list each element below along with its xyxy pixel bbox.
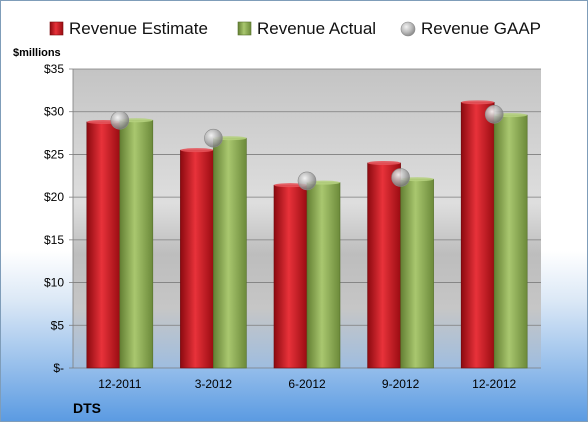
x-tick-label: 12-2011 xyxy=(98,377,141,391)
legend-item-estimate: Revenue Estimate xyxy=(49,19,208,38)
legend-label-estimate: Revenue Estimate xyxy=(69,19,208,38)
company-label: DTS xyxy=(73,400,101,416)
y-axis: $- $5 $10 $15 $20 $25 $30 $35 xyxy=(44,62,74,375)
x-tick-label: 6-2012 xyxy=(288,377,326,391)
bar-revenue-actual xyxy=(493,114,528,369)
bar-revenue-actual xyxy=(119,119,154,369)
bar-revenue-estimate-cap xyxy=(367,160,401,165)
point-revenue-gaap xyxy=(110,110,130,130)
bar-revenue-estimate-cap xyxy=(180,148,214,153)
bar-revenue-actual xyxy=(400,178,434,369)
red-square-icon xyxy=(49,21,64,36)
point-revenue-gaap xyxy=(391,168,410,187)
bar-revenue-estimate xyxy=(460,102,495,369)
x-axis-labels: 12-2011 3-2012 6-2012 9-2012 12-2012 xyxy=(98,377,516,391)
bar-revenue-estimate xyxy=(367,162,401,369)
point-revenue-gaap xyxy=(484,104,504,124)
legend: Revenue Estimate Revenue Actual Revenue … xyxy=(49,19,541,38)
gray-sphere-icon xyxy=(400,21,416,37)
x-tick-label: 12-2012 xyxy=(472,377,516,391)
bar-revenue-actual xyxy=(306,182,341,369)
unit-label: $millions xyxy=(13,47,61,59)
legend-label-actual: Revenue Actual xyxy=(257,19,376,38)
bar-revenue-estimate-cap xyxy=(461,100,495,105)
point-revenue-gaap xyxy=(297,171,317,191)
bar-revenue-actual xyxy=(213,137,247,369)
legend-item-gaap: Revenue GAAP xyxy=(400,19,541,38)
legend-label-gaap: Revenue GAAP xyxy=(421,19,541,38)
y-tick-label: $5 xyxy=(51,318,65,332)
green-square-icon xyxy=(237,21,252,36)
gaap-points xyxy=(110,104,504,191)
y-tick-label: $- xyxy=(53,361,64,375)
y-tick-label: $15 xyxy=(44,233,64,247)
bar-revenue-estimate xyxy=(273,184,308,369)
bar-revenue-estimate xyxy=(86,121,121,369)
legend-item-actual: Revenue Actual xyxy=(237,19,376,38)
bar-revenue-estimate xyxy=(180,149,214,369)
y-tick-label: $30 xyxy=(44,105,64,119)
x-tick-label: 3-2012 xyxy=(195,377,233,391)
y-tick-label: $35 xyxy=(44,62,64,76)
y-tick-label: $10 xyxy=(44,276,64,290)
y-tick-label: $25 xyxy=(44,147,64,161)
bars xyxy=(86,100,528,369)
point-revenue-gaap xyxy=(204,128,223,148)
y-tick-label: $20 xyxy=(44,190,64,204)
x-tick-label: 9-2012 xyxy=(382,377,420,391)
